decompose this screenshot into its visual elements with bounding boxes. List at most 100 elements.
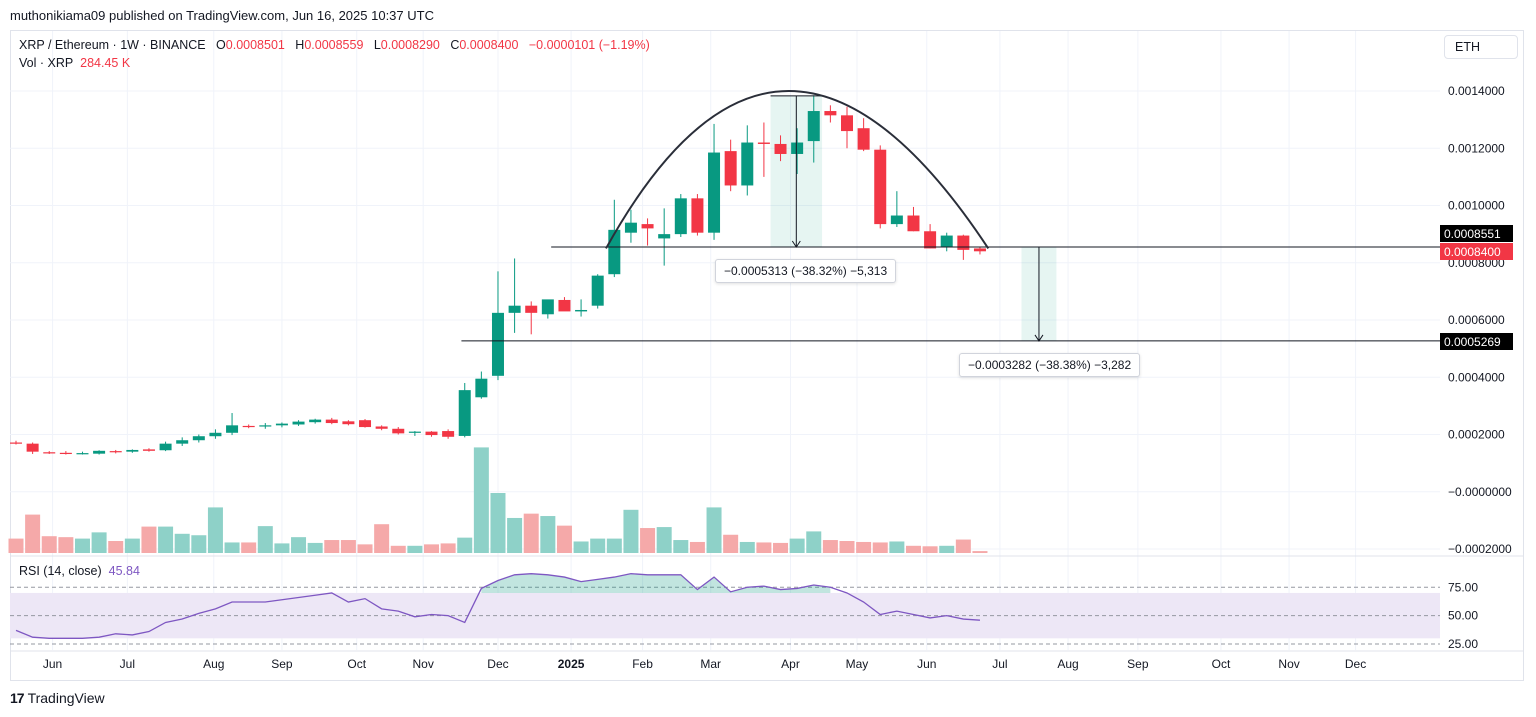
volume-bar bbox=[922, 546, 938, 553]
high-value: 0.0008559 bbox=[304, 38, 364, 52]
candle-body bbox=[724, 151, 737, 186]
volume-bar bbox=[573, 541, 589, 553]
candle-body bbox=[708, 152, 721, 233]
candle-body bbox=[508, 305, 521, 313]
volume-bar bbox=[8, 538, 24, 553]
volume-bar bbox=[773, 542, 789, 553]
candle-body bbox=[375, 426, 388, 429]
candle-body bbox=[841, 115, 853, 132]
volume-bar bbox=[357, 544, 373, 553]
candle-body bbox=[674, 198, 687, 235]
y-tick-label: −0.0002000 bbox=[1448, 542, 1512, 556]
candle-body bbox=[641, 224, 654, 229]
volume-bar bbox=[739, 541, 755, 553]
candle-body bbox=[907, 215, 920, 232]
volume-bar bbox=[224, 542, 240, 553]
candle-body bbox=[824, 111, 837, 116]
volume-bar bbox=[623, 509, 639, 553]
y-tick-label: 0.0004000 bbox=[1448, 370, 1505, 384]
rsi-overbought-fill bbox=[481, 573, 831, 593]
chart-frame bbox=[10, 30, 1524, 681]
volume-bar bbox=[457, 537, 473, 553]
footer-brand[interactable]: 17 TradingView bbox=[10, 690, 105, 706]
volume-bar bbox=[473, 447, 489, 553]
measurement-label-1: −0.0005313 (−38.32%) −5,313 bbox=[715, 259, 897, 283]
x-tick-label: 2025 bbox=[558, 657, 585, 671]
volume-bar bbox=[872, 542, 888, 553]
candle-body bbox=[76, 453, 89, 455]
y-tick-label: 0.0014000 bbox=[1448, 84, 1505, 98]
candle-body bbox=[491, 312, 504, 376]
volume-bar bbox=[606, 538, 622, 553]
volume-bar bbox=[25, 514, 41, 553]
rsi-tick-label: 25.00 bbox=[1448, 637, 1478, 651]
candle-body bbox=[890, 215, 903, 225]
volume-bar bbox=[191, 535, 207, 553]
x-tick-label: Jul bbox=[120, 657, 135, 671]
x-tick-label: Jun bbox=[43, 657, 62, 671]
candle-body bbox=[757, 142, 770, 144]
y-tick-label: 0.0010000 bbox=[1448, 199, 1505, 213]
y-tick-label: 0.0002000 bbox=[1448, 428, 1505, 442]
volume-label[interactable]: Vol · XRP bbox=[19, 56, 74, 70]
x-tick-label: Aug bbox=[1057, 657, 1078, 671]
price-tag-target: 0.0005269 bbox=[1440, 333, 1513, 350]
volume-bar bbox=[756, 542, 772, 553]
volume-bar bbox=[324, 540, 340, 553]
volume-bar bbox=[407, 545, 423, 553]
rsi-legend: RSI (14, close) 45.84 bbox=[19, 564, 140, 578]
candle-body bbox=[93, 450, 106, 454]
x-tick-label: Mar bbox=[700, 657, 721, 671]
volume-bar bbox=[889, 541, 905, 553]
candle-body bbox=[774, 143, 787, 154]
x-tick-label: Feb bbox=[632, 657, 653, 671]
x-tick-label: Oct bbox=[347, 657, 366, 671]
x-tick-label: Jun bbox=[917, 657, 936, 671]
tradingview-wordmark: TradingView bbox=[27, 690, 105, 706]
volume-value: 284.45 K bbox=[80, 56, 131, 70]
candle-body bbox=[791, 142, 804, 154]
candle-body bbox=[242, 425, 255, 428]
candle-body bbox=[325, 419, 338, 424]
volume-bar bbox=[374, 524, 390, 553]
candle-body bbox=[857, 128, 870, 150]
price-tag-last: 0.0008400 bbox=[1440, 243, 1513, 260]
x-tick-label: May bbox=[846, 657, 869, 671]
x-tick-label: Nov bbox=[1278, 657, 1299, 671]
candle-body bbox=[874, 149, 887, 225]
measurement-label-2: −0.0003282 (−38.38%) −3,282 bbox=[959, 353, 1141, 377]
symbol-label[interactable]: XRP / Ethereum · 1W · BINANCE bbox=[19, 38, 206, 52]
volume-bar bbox=[556, 525, 572, 553]
measure-arrow-2-head bbox=[1034, 334, 1044, 342]
candle-body bbox=[624, 222, 637, 233]
volume-bar bbox=[274, 543, 290, 553]
rsi-label[interactable]: RSI (14, close) bbox=[19, 564, 102, 578]
volume-bar bbox=[340, 540, 356, 553]
candle-body bbox=[408, 431, 421, 433]
candle-body bbox=[59, 452, 72, 455]
volume-bar bbox=[507, 517, 523, 553]
volume-bar bbox=[91, 532, 107, 553]
currency-button[interactable]: ETH bbox=[1444, 35, 1518, 59]
candle-body bbox=[957, 235, 970, 250]
rsi-value: 45.84 bbox=[108, 564, 140, 578]
candle-body bbox=[591, 275, 604, 306]
y-tick-label: −0.0000000 bbox=[1448, 485, 1512, 499]
candle-body bbox=[309, 419, 322, 423]
candle-body bbox=[10, 442, 22, 444]
candle-body bbox=[525, 305, 538, 313]
candle-body bbox=[475, 378, 488, 398]
volume-bar bbox=[124, 538, 140, 553]
x-tick-label: Oct bbox=[1212, 657, 1231, 671]
publisher-line: muthonikiama09 published on TradingView.… bbox=[10, 8, 434, 23]
close-value: 0.0008400 bbox=[459, 38, 519, 52]
volume-bar bbox=[939, 545, 955, 553]
volume-bar bbox=[673, 540, 689, 553]
volume-bar bbox=[241, 542, 257, 553]
rsi-line bbox=[15, 573, 981, 639]
x-tick-label: Dec bbox=[487, 657, 508, 671]
volume-bar bbox=[523, 513, 539, 553]
candle-body bbox=[425, 431, 438, 436]
low-value: 0.0008290 bbox=[380, 38, 440, 52]
